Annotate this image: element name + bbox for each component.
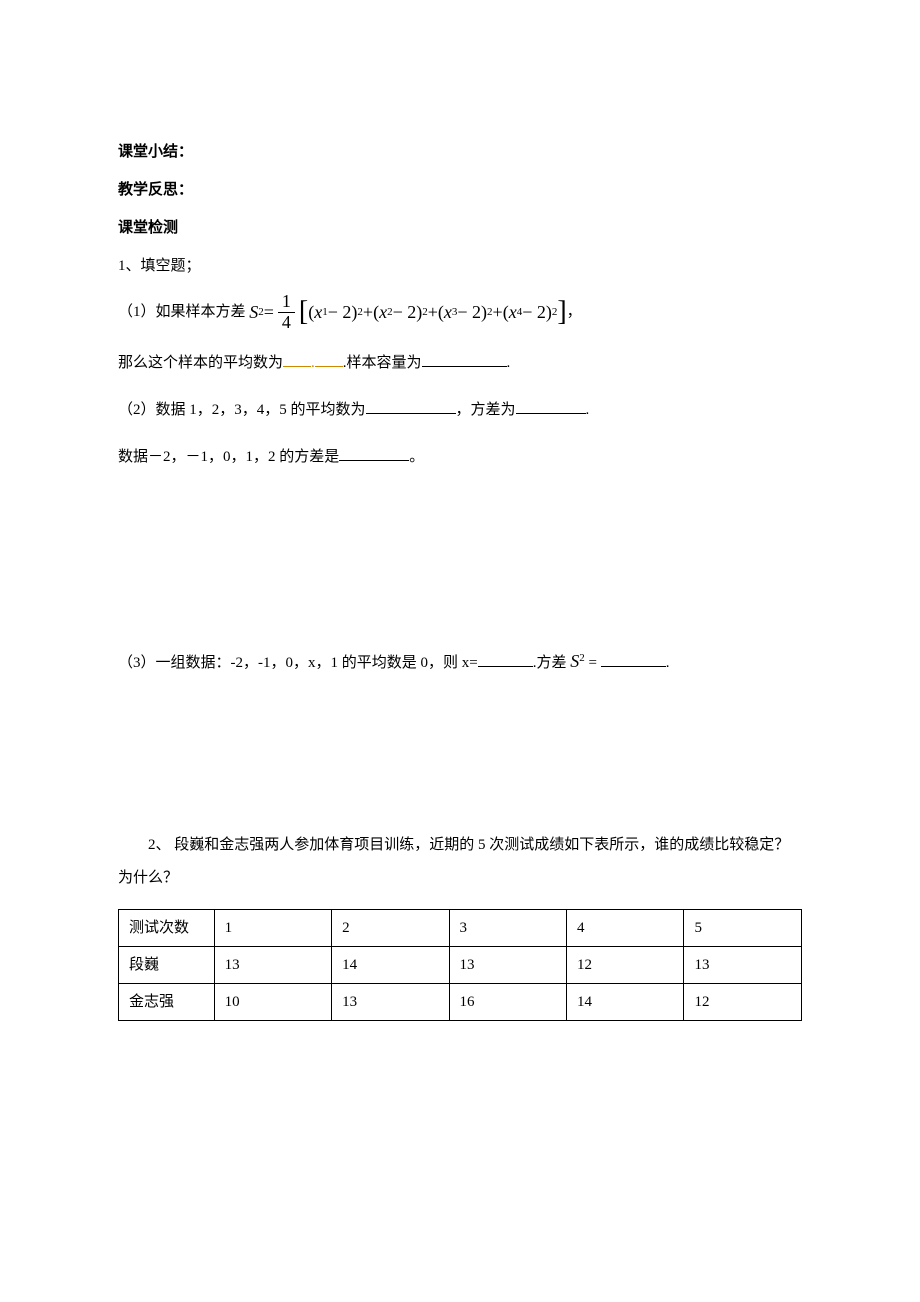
q1-title: 1、填空题； xyxy=(118,254,802,278)
q1-sub3: （3）一组数据：-2，-1，0，x，1 的平均数是 0，则 x=.方差 S2 =… xyxy=(118,642,802,682)
plus-2: + xyxy=(428,298,438,327)
q1-sub1-line2b: .样本容量为 xyxy=(343,355,422,371)
q1-sub2-b: ，方差为 xyxy=(456,402,516,418)
heading-test: 课堂检测 xyxy=(118,216,802,240)
x2: x xyxy=(379,298,387,327)
var-S2: S xyxy=(570,651,579,671)
term4-close: − 2) xyxy=(522,298,552,327)
row2-v1: 10 xyxy=(214,984,331,1021)
th-test-count: 测试次数 xyxy=(119,910,215,947)
row1-name: 段巍 xyxy=(119,947,215,984)
row1-v1: 13 xyxy=(214,947,331,984)
var-S: S xyxy=(249,298,258,327)
spacer-2 xyxy=(118,695,802,815)
term1-close: − 2) xyxy=(328,298,358,327)
equals: = xyxy=(264,298,274,327)
q1-sub3-c: = xyxy=(585,655,601,671)
blank-6 xyxy=(478,652,533,667)
term2-close: − 2) xyxy=(393,298,423,327)
row2-v4: 14 xyxy=(567,984,684,1021)
plus-3: + xyxy=(493,298,503,327)
table-row: 段巍 13 14 13 12 13 xyxy=(119,947,802,984)
blank-1b xyxy=(315,352,343,367)
row1-v2: 14 xyxy=(332,947,449,984)
row2-v3: 16 xyxy=(449,984,566,1021)
scores-table: 测试次数 1 2 3 4 5 段巍 13 14 13 12 13 金志强 10 … xyxy=(118,909,802,1021)
q1-sub2-a: （2）数据 1，2，3，4，5 的平均数为 xyxy=(118,402,366,418)
left-bracket: [ xyxy=(299,298,308,326)
spacer-1 xyxy=(118,488,802,628)
term3-close: − 2) xyxy=(457,298,487,327)
q1-sub1-comma: ， xyxy=(567,300,582,324)
frac-den: 4 xyxy=(278,313,295,333)
heading-summary: 课堂小结： xyxy=(118,140,802,164)
fraction-1-4: 1 4 xyxy=(278,292,295,333)
q1-sub3-d: . xyxy=(666,655,670,671)
blank-7 xyxy=(601,652,666,667)
q1-sub1-formula: （1）如果样本方差 S2 = 1 4 [ (x1 − 2)2 + (x2 − 2… xyxy=(118,292,802,333)
th-5: 5 xyxy=(684,910,802,947)
row2-name: 金志强 xyxy=(119,984,215,1021)
frac-num: 1 xyxy=(278,292,295,313)
q1-sub2-line2b: 。 xyxy=(409,449,424,465)
plus-1: + xyxy=(363,298,373,327)
q1-sub1-line2a: 那么这个样本的平均数为 xyxy=(118,355,283,371)
q1-sub1-line2: 那么这个样本的平均数为..样本容量为. xyxy=(118,347,802,380)
q1-sub1-prefix: （1）如果样本方差 xyxy=(118,300,249,324)
th-1: 1 xyxy=(214,910,331,947)
heading-reflection: 教学反思： xyxy=(118,178,802,202)
th-4: 4 xyxy=(567,910,684,947)
blank-4 xyxy=(516,399,586,414)
row2-v5: 12 xyxy=(684,984,802,1021)
x4: x xyxy=(509,298,517,327)
q2-text: 2、 段巍和金志强两人参加体育项目训练，近期的 5 次测试成绩如下表所示，谁的成… xyxy=(118,829,802,895)
blank-1a xyxy=(283,352,311,367)
q1-sub1-line2c: . xyxy=(507,355,511,371)
th-3: 3 xyxy=(449,910,566,947)
blank-5 xyxy=(339,446,409,461)
x1: x xyxy=(314,298,322,327)
blank-2 xyxy=(422,352,507,367)
right-bracket: ] xyxy=(557,298,566,326)
q1-sub3-a: （3）一组数据：-2，-1，0，x，1 的平均数是 0，则 x= xyxy=(118,655,478,671)
th-2: 2 xyxy=(332,910,449,947)
q1-sub2-line1: （2）数据 1，2，3，4，5 的平均数为 ，方差为. xyxy=(118,394,802,427)
row1-v5: 13 xyxy=(684,947,802,984)
q1-sub3-b: .方差 xyxy=(533,655,571,671)
row1-v4: 12 xyxy=(567,947,684,984)
table-row: 测试次数 1 2 3 4 5 xyxy=(119,910,802,947)
row2-v2: 13 xyxy=(332,984,449,1021)
x3: x xyxy=(444,298,452,327)
q1-sub2-c: . xyxy=(586,402,590,418)
row1-v3: 13 xyxy=(449,947,566,984)
blank-3 xyxy=(366,399,456,414)
q1-sub2-line2a: 数据－2，－1，0，1，2 的方差是 xyxy=(118,449,339,465)
q1-sub2-line2: 数据－2，－1，0，1，2 的方差是 。 xyxy=(118,441,802,474)
table-row: 金志强 10 13 16 14 12 xyxy=(119,984,802,1021)
